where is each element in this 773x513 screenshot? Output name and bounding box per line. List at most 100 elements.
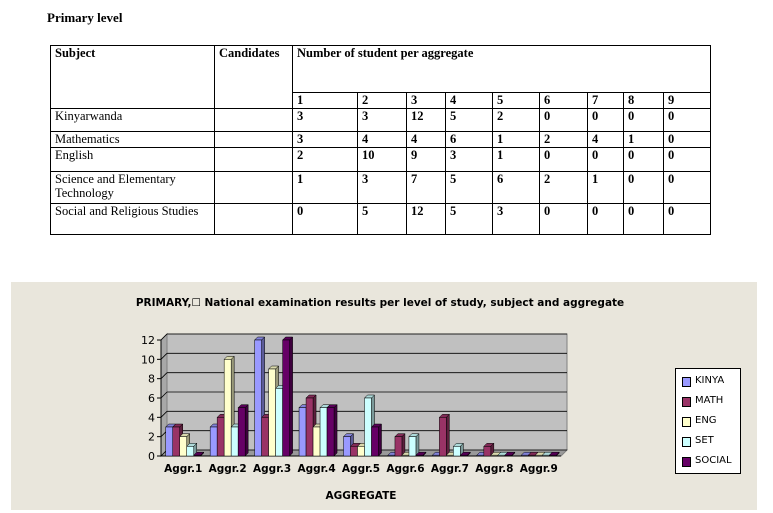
bar xyxy=(439,417,447,457)
bar xyxy=(179,436,187,457)
count-cell: 9 xyxy=(406,147,446,172)
y-tick-label: 10 xyxy=(141,353,155,366)
legend-label: SET xyxy=(695,435,714,446)
gridline-diagonal xyxy=(160,411,168,418)
x-tick-label: Aggr.1 xyxy=(164,463,202,475)
count-cell: 1 xyxy=(587,171,624,204)
x-tick-label: Aggr.6 xyxy=(386,463,424,475)
count-cell: 0 xyxy=(663,108,711,132)
count-cell: 1 xyxy=(292,171,358,204)
count-cell: 5 xyxy=(357,203,407,235)
count-cell: 0 xyxy=(587,108,624,132)
bar xyxy=(446,454,454,457)
bar xyxy=(268,368,276,457)
bar xyxy=(364,397,372,457)
bar-side xyxy=(244,404,249,457)
count-cell: 12 xyxy=(406,203,446,235)
y-tick-label: 6 xyxy=(148,392,155,405)
bar xyxy=(521,454,529,457)
bar xyxy=(282,339,290,457)
bar xyxy=(460,454,468,457)
bar xyxy=(172,426,180,457)
x-tick-label: Aggr.5 xyxy=(342,463,380,475)
results-table: Subject Candidates Number of student per… xyxy=(50,45,711,235)
bar xyxy=(230,426,239,457)
x-tick-label: Aggr.9 xyxy=(520,463,558,475)
count-cell: 0 xyxy=(663,203,711,235)
bar xyxy=(490,454,499,457)
bar xyxy=(275,388,283,457)
chart-legend: KINYA MATH ENG SET SOCIAL xyxy=(675,368,741,474)
bar xyxy=(216,417,225,457)
bar xyxy=(453,446,461,457)
bar xyxy=(371,426,379,457)
gridline-diagonal xyxy=(160,353,168,360)
bar xyxy=(312,426,321,457)
candidates-header: Candidates xyxy=(214,45,293,109)
gridline-diagonal xyxy=(160,372,168,379)
y-tick-label: 4 xyxy=(148,411,155,424)
bar xyxy=(549,454,557,457)
table-row: Mathematics 3 4 4 6 1 2 4 1 0 xyxy=(50,131,711,148)
count-cell: 3 xyxy=(445,147,493,172)
bar xyxy=(476,454,485,457)
count-cell: 0 xyxy=(623,171,664,204)
candidates-cell xyxy=(214,203,293,235)
count-cell: 0 xyxy=(539,108,588,132)
subject-cell: Social and Religious Studies xyxy=(50,203,215,235)
bar xyxy=(542,454,550,457)
y-tick-label: 2 xyxy=(148,431,155,444)
gridline-diagonal xyxy=(160,333,168,341)
count-cell: 2 xyxy=(492,108,540,132)
table-row: Social and Religious Studies 0 5 12 5 3 … xyxy=(50,203,711,235)
count-cell: 2 xyxy=(292,147,358,172)
count-cell: 0 xyxy=(623,203,664,235)
bar xyxy=(497,454,506,457)
legend-swatch xyxy=(682,437,691,447)
x-tick-label: Aggr.3 xyxy=(253,463,291,475)
count-cell: 0 xyxy=(292,203,358,235)
count-cell: 10 xyxy=(357,147,407,172)
bar xyxy=(401,454,410,457)
count-cell: 5 xyxy=(445,108,493,132)
bar xyxy=(408,436,417,457)
count-cell: 3 xyxy=(357,171,407,204)
bar xyxy=(186,446,194,457)
bar xyxy=(432,454,440,457)
count-cell: 0 xyxy=(587,147,624,172)
bar xyxy=(528,454,536,457)
legend-swatch xyxy=(682,377,691,387)
bar xyxy=(350,446,358,457)
bar-side xyxy=(378,423,382,457)
bar-side xyxy=(289,336,293,457)
bar xyxy=(165,426,173,457)
table-row: Science and Elementary Technology 1 3 7 … xyxy=(50,171,711,204)
bar xyxy=(298,407,307,457)
bar xyxy=(394,436,403,457)
x-tick-label: Aggr.7 xyxy=(431,463,469,475)
bar xyxy=(261,417,269,457)
bar xyxy=(254,339,262,457)
legend-label: KINYA xyxy=(695,375,725,386)
count-cell: 5 xyxy=(445,203,493,235)
x-tick-label: Aggr.2 xyxy=(209,463,247,475)
bar xyxy=(305,397,314,457)
bar xyxy=(343,436,351,457)
bar xyxy=(415,454,424,457)
x-axis-label: AGGREGATE xyxy=(326,490,397,502)
count-cell: 0 xyxy=(539,147,588,172)
legend-swatch xyxy=(682,417,691,427)
count-cell: 2 xyxy=(539,171,588,204)
bar xyxy=(357,446,365,457)
bar xyxy=(483,446,492,457)
subject-header: Subject xyxy=(50,45,215,109)
gridline-diagonal xyxy=(160,391,168,399)
count-cell: 0 xyxy=(539,203,588,235)
bar xyxy=(223,359,232,457)
x-tick-label: Aggr.4 xyxy=(297,463,335,475)
bar xyxy=(504,454,513,457)
chart-title: PRIMARY,☐ National examination results p… xyxy=(136,297,624,309)
bar xyxy=(326,407,335,457)
legend-swatch xyxy=(682,397,691,407)
